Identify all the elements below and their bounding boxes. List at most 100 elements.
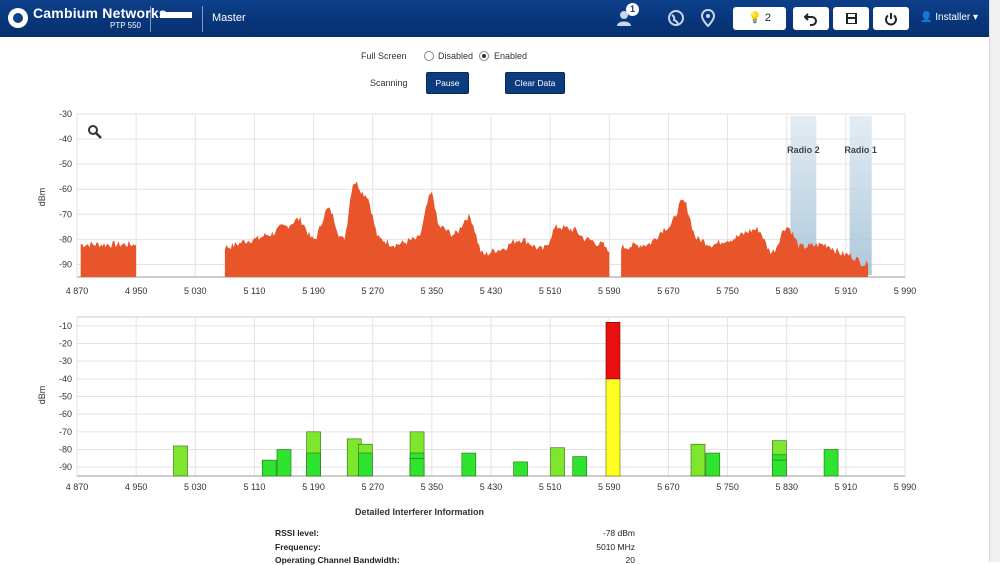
divider [150,6,151,32]
x-tick-label: 5 750 [716,286,739,296]
x-tick-label: 5 830 [775,482,798,492]
floppy-disk-icon [845,13,857,24]
x-tick-label: 4 950 [125,286,148,296]
power-icon [885,13,897,26]
x-tick-label: 5 830 [775,286,798,296]
full-screen-disabled-radio[interactable] [424,51,434,61]
y-tick-label: -10 [59,321,72,331]
radio-band [849,116,872,275]
enabled-label: Enabled [494,51,528,61]
x-tick-label: 5 670 [657,482,680,492]
bar [605,321,621,380]
undo-icon [803,13,817,26]
top-bar: Cambium Networks PTP 550 Master 1 💡 2 👤 … [0,0,990,37]
undo-button[interactable] [793,7,829,30]
bar [513,461,528,477]
x-tick-label: 5 030 [184,482,207,492]
bar [772,459,787,477]
globe-icon[interactable] [667,9,685,27]
user-name: Installer [935,12,971,23]
device-model: PTP 550 [110,21,141,30]
x-tick-label: 4 950 [125,482,148,492]
y-tick-label: -40 [59,134,72,144]
x-tick-label: 5 510 [539,286,562,296]
y-tick-label: -80 [59,445,72,455]
page-scrollbar[interactable] [989,0,1000,562]
detail-row: RSSI level: -78 dBm [275,528,635,538]
y-tick-label: -70 [59,209,72,219]
y-tick-label: -70 [59,427,72,437]
bar [306,452,321,477]
device-name-redacted [160,12,192,18]
bar [605,378,621,477]
x-tick-label: 5 430 [480,482,503,492]
bar [173,445,188,477]
notifications-button[interactable]: 💡 2 [733,7,786,30]
user-icon: 👤 [920,12,933,23]
spectrum-chart: -30 -40 -50 -60 -70 -80 -90 4 870 4 950 5 030 5 11… [37,109,917,296]
x-tick-label: 5 990 [894,286,917,296]
x-tick-label: 5 190 [302,482,325,492]
interferer-bar-chart: -10 -20 -30 -40 -50 -60 -70 -80 -90 4 870 4 950 5 0… [37,316,917,492]
x-tick-label: 5 110 [243,286,265,296]
device-role: Master [212,12,246,24]
x-tick-label: 4 870 [66,482,89,492]
x-tick-label: 5 990 [894,482,917,492]
bar [550,447,565,477]
x-tick-label: 5 670 [657,286,680,296]
bar [261,459,277,477]
spectrum-trace [80,181,868,277]
radio-label: Radio 1 [844,145,877,155]
x-tick-label: 5 590 [598,286,621,296]
bar [276,449,292,477]
x-tick-label: 5 750 [716,482,739,492]
user-alarm-icon[interactable] [615,9,633,27]
y-tick-label: -60 [59,409,72,419]
location-pin-icon[interactable] [699,8,717,28]
clear-data-button[interactable]: Clear Data [505,72,565,94]
y-tick-label: -90 [59,259,72,269]
y-tick-label: -80 [59,234,72,244]
bar [358,452,373,477]
cambium-logo-icon [8,8,28,28]
x-tick-label: 5 110 [243,482,265,492]
x-tick-label: 5 270 [361,482,384,492]
bar [705,452,721,477]
detail-row: Frequency: 5010 MHz [275,542,635,552]
pause-button[interactable]: Pause [426,72,469,94]
alarm-count-badge: 1 [626,3,639,16]
x-tick-label: 5 270 [361,286,384,296]
y-tick-label: -90 [59,462,72,472]
full-screen-enabled-radio[interactable] [479,51,489,61]
bar [461,452,477,477]
x-tick-label: 5 910 [835,286,858,296]
bars-ylabel: dBm [37,386,47,405]
reboot-button[interactable] [873,7,909,30]
x-tick-label: 4 870 [66,286,89,296]
y-tick-label: -20 [59,339,72,349]
brand-name: Cambium Networks [33,5,167,21]
user-menu[interactable]: 👤 Installer ▾ [920,12,978,23]
divider [202,6,203,32]
x-tick-label: 5 910 [835,482,858,492]
detail-row: Operating Channel Bandwidth: 20 [275,555,635,565]
full-screen-label: Full Screen [361,51,407,61]
bar [690,443,706,477]
lightbulb-icon: 💡 [748,12,762,24]
y-tick-label: -40 [59,374,72,384]
x-tick-label: 5 350 [421,482,444,492]
detail-title: Detailed Interferer Information [355,507,485,517]
y-tick-label: -30 [59,356,72,366]
y-tick-label: -50 [59,159,72,169]
bar [823,449,839,477]
y-tick-label: -50 [59,392,72,402]
zoom-icon[interactable] [88,125,102,139]
save-button[interactable] [833,7,869,30]
caret-down-icon: ▾ [973,12,979,23]
y-tick-label: -30 [59,109,72,119]
x-tick-label: 5 430 [480,286,503,296]
x-tick-label: 5 190 [302,286,325,296]
x-tick-label: 5 510 [539,482,562,492]
x-tick-label: 5 350 [421,286,444,296]
x-tick-label: 5 590 [598,482,621,492]
